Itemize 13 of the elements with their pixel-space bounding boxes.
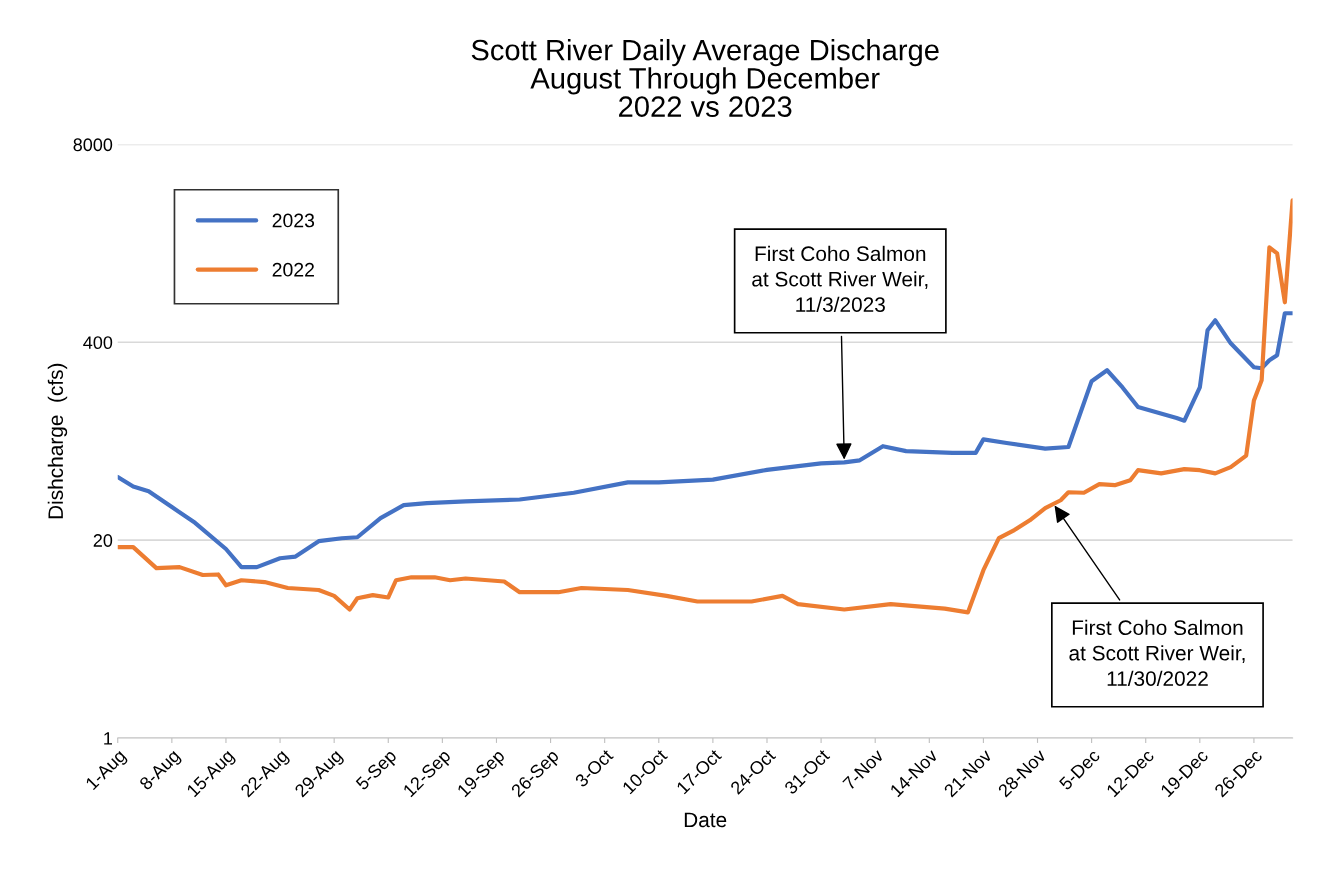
y-tick-label: 1 xyxy=(104,732,113,745)
y-tick-label: 8000 xyxy=(73,138,113,152)
legend-label: 2023 xyxy=(272,213,315,228)
chart-title: Scott River Daily Average Discharge August Through December 2022 vs 2023 xyxy=(471,39,939,117)
annotation: First Coho Salmon at Scott River Weir, 11/30/2022 xyxy=(1069,619,1245,686)
legend-label: 2022 xyxy=(272,262,314,277)
line-series xyxy=(117,198,1293,615)
line-series xyxy=(117,311,1293,570)
annotation: First Coho Salmon at Scott River Weir, 11/3/2023 xyxy=(752,245,928,312)
y-axis-title: Dishcharge (cfs) xyxy=(47,363,68,519)
y-tick-label: 400 xyxy=(83,336,113,350)
x-axis-title: Date xyxy=(684,812,727,828)
y-tick-label: 20 xyxy=(93,534,113,547)
